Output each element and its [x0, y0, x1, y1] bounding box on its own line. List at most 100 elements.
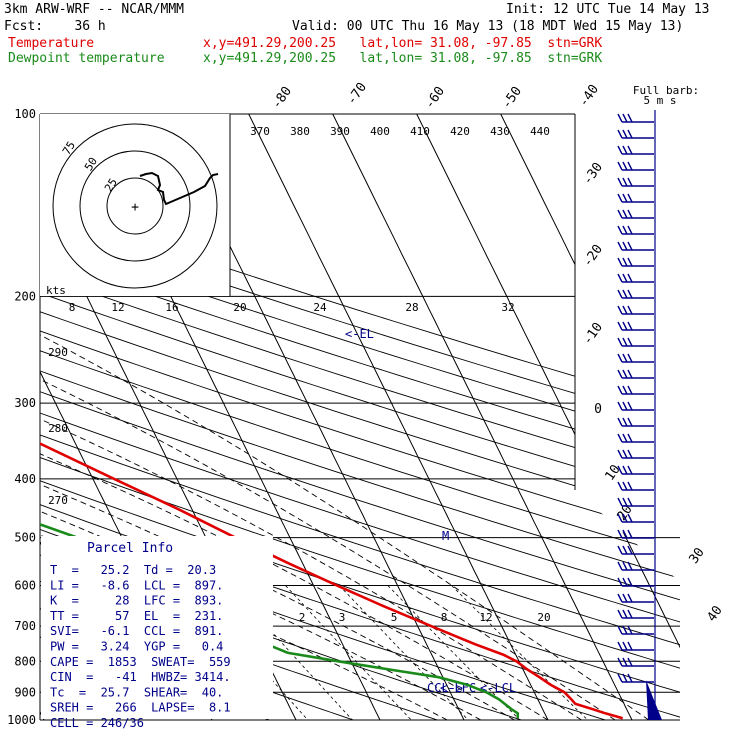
wind-barb-flag	[617, 561, 623, 571]
wind-barb-flag	[617, 625, 623, 635]
wind-barb-flag	[622, 593, 628, 603]
isotherm-label: 40	[704, 603, 725, 624]
parcel-info-line: K = 28 LFC = 893.	[50, 594, 223, 608]
wind-barb-flag	[622, 369, 628, 379]
wind-barb-flag	[617, 593, 623, 603]
wind-barb	[617, 529, 654, 539]
wind-barb	[617, 481, 654, 491]
theta-label: 420	[450, 125, 470, 138]
wind-barb-flag	[622, 497, 628, 507]
wind-barb	[617, 625, 654, 635]
parcel-info-line: LI = -8.6 LCL = 897.	[50, 578, 223, 592]
dry-adiabat-line	[40, 114, 680, 720]
hodograph-background	[40, 114, 230, 296]
theta-label: 400	[370, 125, 390, 138]
wind-barb-flag	[627, 369, 633, 379]
moist-adiabat-line	[40, 220, 549, 720]
wind-barb-flag	[617, 145, 623, 155]
wind-barb	[617, 209, 654, 219]
dry-adiabat-line	[40, 114, 680, 720]
theta-label: 440	[530, 125, 550, 138]
wind-barb	[617, 465, 654, 475]
wind-barb	[617, 369, 654, 379]
wind-barb	[617, 273, 654, 283]
level-annotation-m: M	[442, 529, 449, 543]
wind-barb-flag	[627, 433, 633, 443]
wind-barb-flag	[617, 673, 623, 683]
wind-barb-flag	[627, 289, 633, 299]
mixing-ratio-label: 20	[537, 611, 550, 624]
theta-label-left: 290	[48, 346, 68, 359]
wind-barb-flag	[622, 353, 628, 363]
dry-adiabat-line	[40, 114, 680, 720]
parcel-info-line: CIN = -41 HWBZ= 3414.	[50, 670, 231, 684]
moist-adiabat-line	[40, 220, 650, 720]
wind-barb-flag	[622, 449, 628, 459]
wind-barb	[617, 225, 654, 235]
wind-barb-flag	[617, 465, 623, 475]
wind-barb-flag	[617, 337, 623, 347]
wind-barb-flag	[622, 113, 628, 123]
hodograph-units: kts	[46, 284, 66, 297]
hodograph-ring-label: 75	[60, 139, 78, 157]
wind-barb-flag	[617, 241, 623, 251]
temperature-location: x,y=491.29,200.25 lat,lon= 31.08, -97.85…	[203, 36, 603, 51]
isotherm-label: -80	[269, 84, 295, 112]
wind-barb-flag	[622, 385, 628, 395]
theta-label-left: 270	[48, 494, 68, 507]
wind-barb-flag	[627, 545, 633, 555]
dry-adiabat-line	[40, 114, 680, 720]
wind-barb	[617, 289, 654, 299]
mixing-ratio-label: 8	[441, 611, 448, 624]
dry-adiabat-line	[40, 114, 680, 720]
dry-adiabat-line	[40, 114, 680, 720]
wind-barb	[617, 417, 654, 427]
wind-barb-flag	[622, 577, 628, 587]
mixing-ratio-line	[285, 585, 412, 720]
isotherm-label: -10	[580, 320, 606, 348]
wind-barb-low-level	[646, 680, 662, 720]
wind-barb-flag	[627, 497, 633, 507]
dry-adiabat-line	[40, 114, 680, 720]
wind-barb-flag	[627, 673, 633, 683]
wind-barb	[617, 177, 654, 187]
parcel-info-line: SREH = 266 LAPSE= 8.1	[50, 701, 231, 715]
wind-barb-flag	[617, 529, 623, 539]
pressure-tick-label: 200	[14, 289, 36, 303]
wind-barb-flag	[627, 465, 633, 475]
wind-barb-flag	[622, 641, 628, 651]
pressure-tick-label: 800	[14, 654, 36, 668]
wind-barb-flag	[617, 369, 623, 379]
wind-barb-flag	[627, 321, 633, 331]
wind-barb-flag	[622, 273, 628, 283]
wind-barb-flag	[627, 209, 633, 219]
pressure-tick-label: 1000	[7, 713, 36, 727]
model-title: 3km ARW-WRF -- NCAR/MMM	[4, 2, 185, 17]
wind-barb-flag	[617, 433, 623, 443]
pressure-tick-label: 600	[14, 579, 36, 593]
wind-barb-flag	[622, 401, 628, 411]
moist-adiabat-line	[40, 220, 582, 720]
isotherm-line	[416, 114, 680, 720]
wind-barb-flag	[627, 353, 633, 363]
hodograph-ring-label: 50	[82, 155, 100, 173]
theta-label: 390	[330, 125, 350, 138]
pressure-tick-label: 900	[14, 685, 36, 699]
temperature-legend: Temperature	[8, 36, 95, 51]
wind-barb	[617, 337, 654, 347]
wind-barb-flag	[622, 337, 628, 347]
wind-barb	[617, 401, 654, 411]
wind-barb-flag	[622, 561, 628, 571]
wind-barb	[617, 385, 654, 395]
wind-barb-flag	[627, 241, 633, 251]
moist-adiabat-label: 28	[405, 301, 418, 314]
wind-barb-flag	[627, 193, 633, 203]
parcel-info-title: Parcel Info	[87, 541, 173, 556]
wind-barb-flag	[627, 129, 633, 139]
parcel-info-line: SVI= -6.1 CCL = 891.	[50, 624, 223, 638]
wind-barb-flag	[617, 641, 623, 651]
isotherm-label: 10	[602, 462, 623, 483]
wind-barb	[617, 497, 654, 507]
